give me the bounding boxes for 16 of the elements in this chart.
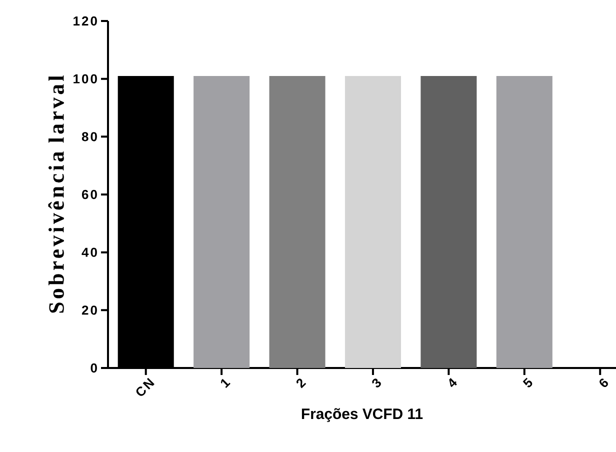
x-tick-label: 6 xyxy=(600,378,608,388)
x-tick-label: 5 xyxy=(522,378,532,388)
y-tick-label: 20 xyxy=(82,306,97,315)
x-tick-label: 3 xyxy=(372,378,381,388)
x-tick-label: CN xyxy=(136,378,154,396)
y-tick-label: 120 xyxy=(74,16,97,26)
y-tick-label: 40 xyxy=(82,248,97,257)
x-tick-label: 4 xyxy=(449,378,457,388)
x-axis-title: Frações VCFD 11 xyxy=(302,408,423,422)
x-tick-label: 1 xyxy=(220,378,230,388)
y-tick-label: 100 xyxy=(74,74,97,84)
y-tick-label: 0 xyxy=(90,363,97,373)
y-tick-label: 80 xyxy=(82,132,97,142)
x-tick-label: 2 xyxy=(296,378,306,388)
y-tick-label: 60 xyxy=(82,190,97,200)
y-axis-title: Sobrevivência larval xyxy=(48,76,64,313)
